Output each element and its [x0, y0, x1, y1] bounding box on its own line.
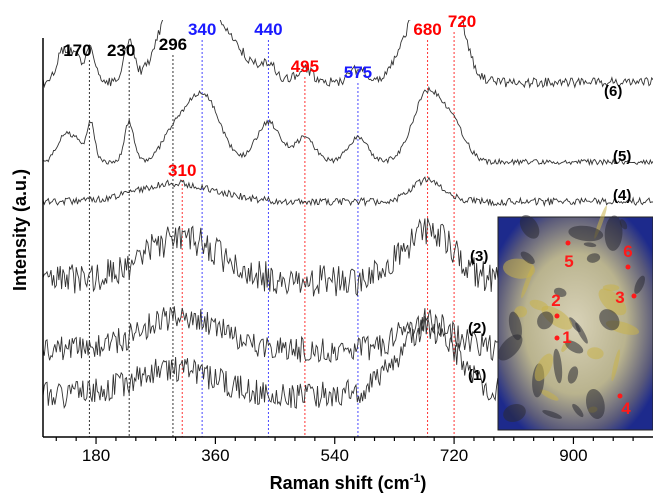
inset-grain — [520, 251, 535, 265]
spectrum-line — [43, 176, 653, 207]
peak-label: 680 — [413, 20, 441, 39]
inset-grain — [503, 404, 526, 422]
inset-spot-marker — [565, 240, 571, 246]
inset-grain — [497, 334, 523, 361]
inset-spot-label: 3 — [615, 288, 624, 307]
peak-label: 440 — [254, 20, 282, 39]
inset-grain — [575, 322, 588, 344]
peak-label: 575 — [344, 63, 372, 82]
inset-grain — [534, 353, 554, 382]
peak-labels: 170 230 296 310 340 440 495 575 680 720 — [63, 12, 476, 180]
inset-grain — [583, 242, 597, 248]
spectrum-line — [43, 20, 653, 89]
inset-grain — [587, 347, 604, 360]
inset-spot-marker — [554, 313, 560, 319]
x-tick-label: 180 — [82, 446, 110, 465]
inset-grain — [602, 284, 620, 292]
inset-spot-marker — [554, 335, 560, 341]
inset-grain — [508, 311, 522, 341]
inset-grain — [634, 275, 646, 294]
inset-texture — [497, 205, 646, 422]
inset-grain — [585, 388, 605, 420]
peak-label: 495 — [291, 57, 319, 76]
inset-spot-label: 4 — [621, 399, 631, 418]
inset-grain — [567, 366, 579, 384]
trace-label: (6) — [604, 83, 622, 100]
inset-grain — [529, 299, 549, 311]
inset-grain — [586, 253, 601, 263]
inset-grain — [503, 258, 536, 279]
x-tick-label: 540 — [321, 446, 349, 465]
peak-label: 340 — [188, 20, 216, 39]
inset-grain — [519, 215, 540, 239]
inset-grain — [540, 389, 559, 401]
x-tick-label: 360 — [201, 446, 229, 465]
inset-spots: 12 3 4 5 6 — [551, 240, 637, 418]
inset-spot-marker — [631, 293, 637, 299]
inset-grain — [568, 225, 604, 242]
inset-grain — [604, 215, 623, 251]
inset-grain — [542, 410, 562, 419]
trace-label: (3) — [470, 248, 488, 265]
inset-spot-label: 2 — [551, 291, 560, 310]
inset-grain — [537, 311, 554, 330]
spectrum-line — [43, 86, 653, 167]
inset-spot-label: 1 — [562, 328, 571, 347]
inset-spot-marker — [617, 393, 623, 399]
peak-label: 310 — [168, 161, 196, 180]
x-tick-label: 720 — [440, 446, 468, 465]
inset-spot-marker — [625, 264, 631, 270]
x-axis-title: Raman shift (cm-1) — [270, 471, 427, 493]
sample-micrograph-inset: 12 3 4 5 6 — [497, 205, 653, 431]
inset-grain — [572, 403, 584, 418]
inset-grain — [619, 219, 628, 230]
trace-label: (5) — [613, 148, 631, 165]
x-tick-label: 900 — [559, 446, 587, 465]
trace-label: (2) — [468, 320, 486, 337]
inset-grain — [599, 309, 620, 331]
peak-label: 170 — [63, 41, 91, 60]
inset-grain — [553, 348, 563, 384]
inset-spot-label: 5 — [564, 252, 573, 271]
inset-grain — [553, 287, 567, 297]
peak-label: 230 — [107, 41, 135, 60]
y-axis-title: Intensity (a.u.) — [10, 169, 30, 291]
trace-label: (1) — [468, 367, 486, 384]
trace-labels: (6) (5) (4) (3) (2) (1) — [468, 83, 631, 384]
inset-grain — [598, 288, 627, 316]
inset-grain — [611, 349, 620, 382]
inset-grain — [565, 340, 584, 354]
axes: 180 360 540 720 900 — [42, 38, 653, 465]
trace-label: (4) — [613, 187, 631, 204]
inset-grain — [514, 306, 528, 318]
peak-label: 296 — [159, 35, 187, 54]
peak-label: 720 — [448, 12, 476, 31]
inset-spot-label: 6 — [623, 242, 632, 261]
peak-marker-lines — [88, 32, 455, 437]
